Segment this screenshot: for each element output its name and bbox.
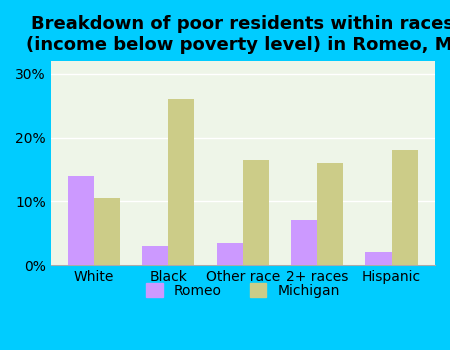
- Bar: [291, 220, 317, 265]
- Bar: [392, 150, 418, 265]
- Bar: [168, 99, 194, 265]
- Bar: [243, 160, 269, 265]
- Title: Breakdown of poor residents within races
(income below poverty level) in Romeo, : Breakdown of poor residents within races…: [26, 15, 450, 54]
- Bar: [365, 252, 392, 265]
- Bar: [217, 243, 243, 265]
- Legend: Romeo, Michigan: Romeo, Michigan: [140, 277, 345, 303]
- Bar: [68, 176, 94, 265]
- Bar: [143, 246, 168, 265]
- Bar: [94, 198, 120, 265]
- Bar: [317, 163, 343, 265]
